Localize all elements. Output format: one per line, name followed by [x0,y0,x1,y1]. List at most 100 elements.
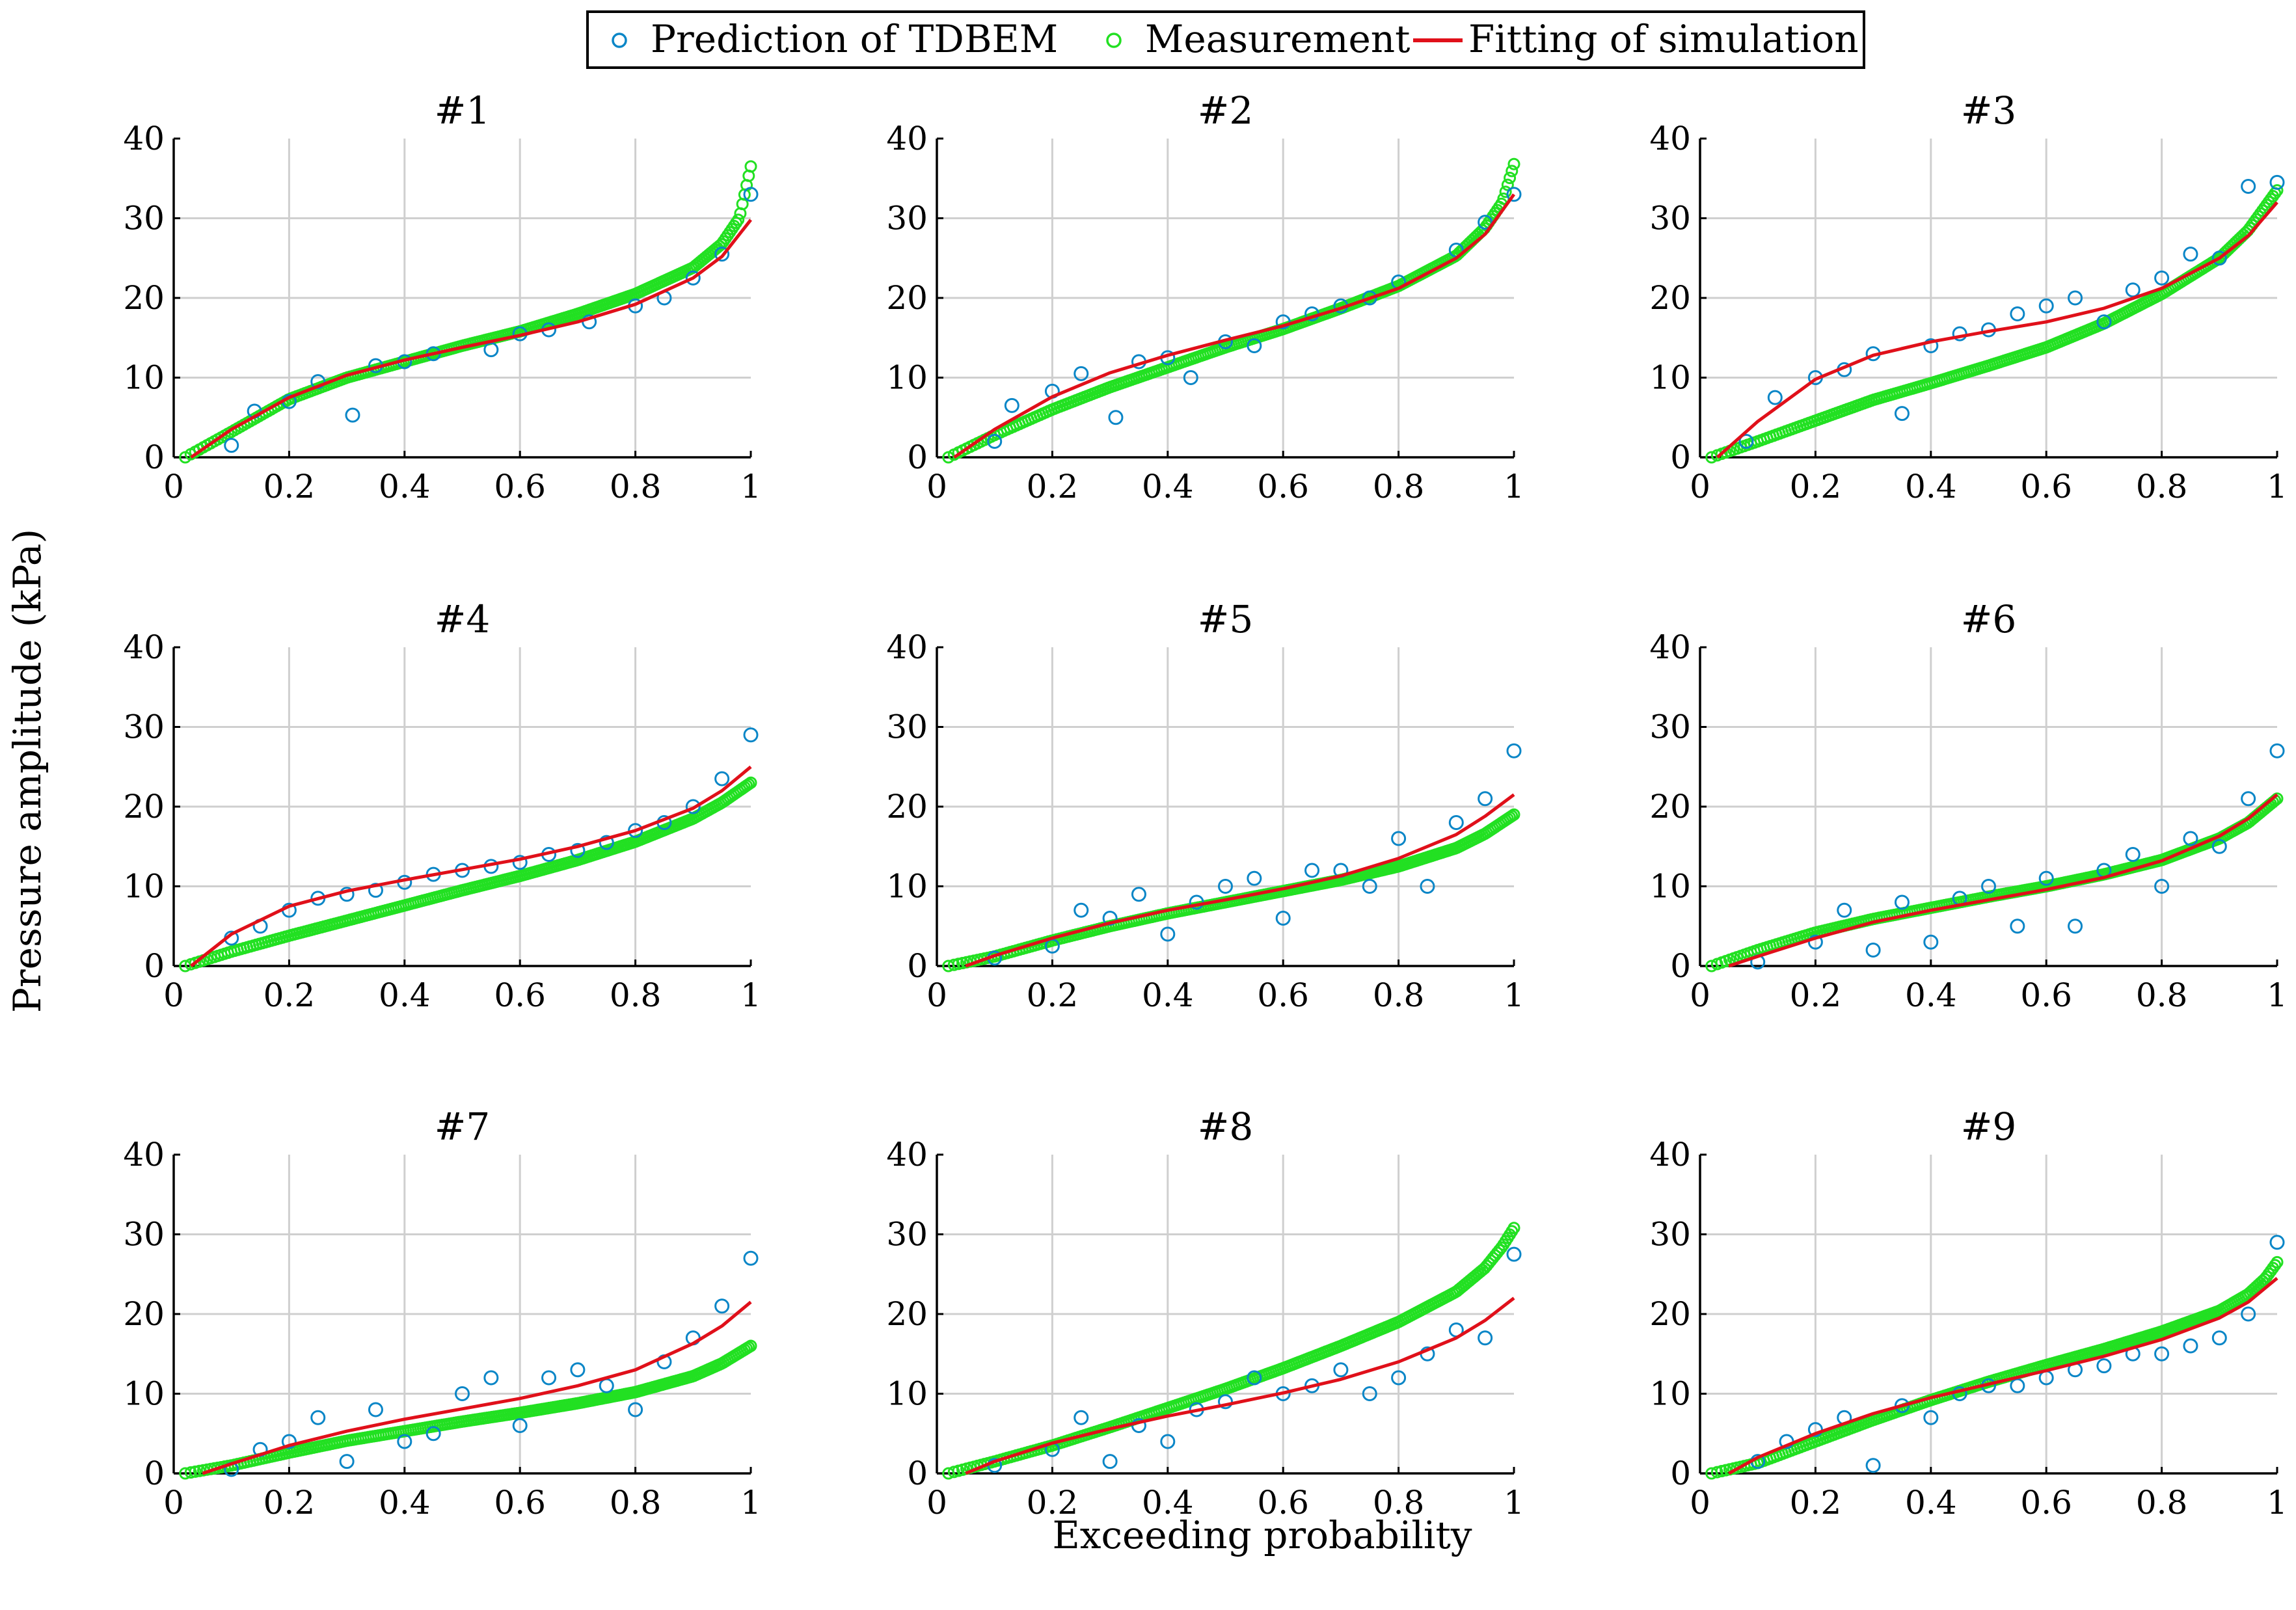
y-tick-label: 0 [907,947,928,985]
x-axis-label: Exceeding probability [1052,1513,1472,1557]
panel-title: #8 [1198,1105,1254,1149]
tdbem-point [743,727,759,743]
y-axis-label: Pressure amplitude (kPa) [5,529,49,1013]
measurement-series [179,160,757,464]
tdbem-point [1247,870,1262,886]
y-tick-label: 10 [1649,359,1691,397]
tdbem-point [1391,831,1407,846]
tdbem-point [2096,314,2112,330]
tdbem-point [2241,179,2256,194]
tdbem-point [1506,187,1522,202]
x-tick-label: 0.8 [610,468,662,505]
tdbem-point [628,823,643,839]
tdbem-point [397,1434,412,1449]
y-tick-label: 20 [886,279,928,317]
y-tick-label: 20 [1649,788,1691,825]
x-tick-label: 1 [2267,1484,2288,1522]
legend-box [586,10,1865,69]
y-tick-label: 40 [886,628,928,666]
tdbem-point [2096,1358,2112,1374]
x-tick-label: 0.2 [263,468,316,505]
y-tick-label: 0 [144,438,165,476]
y-tick-label: 30 [1649,708,1691,746]
measurement-point [1507,1222,1520,1235]
tdbem-point [1478,791,1493,807]
y-tick-label: 20 [123,279,165,317]
tdbem-point [1894,1398,1910,1414]
tdbem-point [2010,1378,2025,1393]
tdbem-point [2125,847,2141,862]
tdbem-point [1108,410,1124,425]
measurement-point [744,1339,757,1352]
tdbem-point [425,1426,441,1442]
tdbem-point [1218,1394,1233,1410]
tdbem-point [714,247,730,262]
tdbem-series [224,1250,759,1477]
tdbem-point [2010,919,2025,934]
y-tick-label: 30 [886,708,928,746]
panel-title: #5 [1198,597,1254,641]
tdbem-point [2154,1346,2170,1362]
x-tick-label: 0.4 [1142,1484,1194,1522]
tdbem-series [1750,743,2285,970]
x-tick-label: 0.8 [610,976,662,1014]
x-tick-label: 0.6 [2020,1484,2072,1522]
y-tick-label: 0 [907,438,928,476]
x-tick-label: 1 [1504,468,1524,505]
y-tick-label: 10 [123,359,165,397]
legend-label: Prediction of TDBEM [651,17,1058,61]
y-tick-label: 0 [1670,1455,1691,1492]
fit-line [1728,1276,2278,1475]
y-tick-label: 0 [1670,438,1691,476]
tdbem-point [1333,1362,1349,1378]
tdbem-series [987,743,1522,966]
y-tick-label: 40 [123,120,165,157]
y-tick-label: 30 [886,200,928,237]
y-tick-label: 0 [144,1455,165,1492]
tdbem-point [2154,879,2170,894]
tdbem-point [2038,298,2054,314]
tdbem-point [2068,919,2083,934]
panel-title: #6 [1961,597,2017,641]
tdbem-point [1275,314,1291,330]
x-tick-label: 0.4 [1142,468,1194,505]
x-tick-label: 0.6 [494,1484,546,1522]
tdbem-point [2211,250,2227,266]
tdbem-point [1247,1370,1262,1386]
measurement-point [744,160,757,173]
y-tick-label: 20 [1649,279,1691,317]
tdbem-point [310,1410,326,1425]
panel-title: #7 [435,1105,491,1149]
tdbem-point [1420,879,1435,894]
tdbem-point [685,799,701,814]
y-tick-label: 0 [1670,947,1691,985]
tdbem-point [2211,1330,2227,1346]
tdbem-point [1102,911,1118,926]
tdbem-point [1506,1246,1522,1262]
x-tick-label: 0.6 [494,468,546,505]
tdbem-series [1738,174,2285,449]
y-tick-label: 40 [123,628,165,666]
x-tick-label: 0.6 [1257,468,1309,505]
x-tick-label: 0.2 [1790,976,1842,1014]
tdbem-point [2269,743,2285,758]
tdbem-point [1738,434,1754,449]
x-tick-label: 1 [2267,976,2288,1014]
y-tick-label: 0 [907,1455,928,1492]
legend-label: Measurement [1145,17,1410,61]
legend-circle-marker [1106,33,1122,48]
x-tick-label: 0.2 [1027,976,1079,1014]
x-tick-label: 0.4 [379,468,431,505]
tdbem-point [2183,831,2198,846]
y-tick-label: 40 [886,120,928,157]
y-tick-label: 20 [123,788,165,825]
x-tick-label: 1 [740,976,761,1014]
measurement-point [184,1466,197,1479]
